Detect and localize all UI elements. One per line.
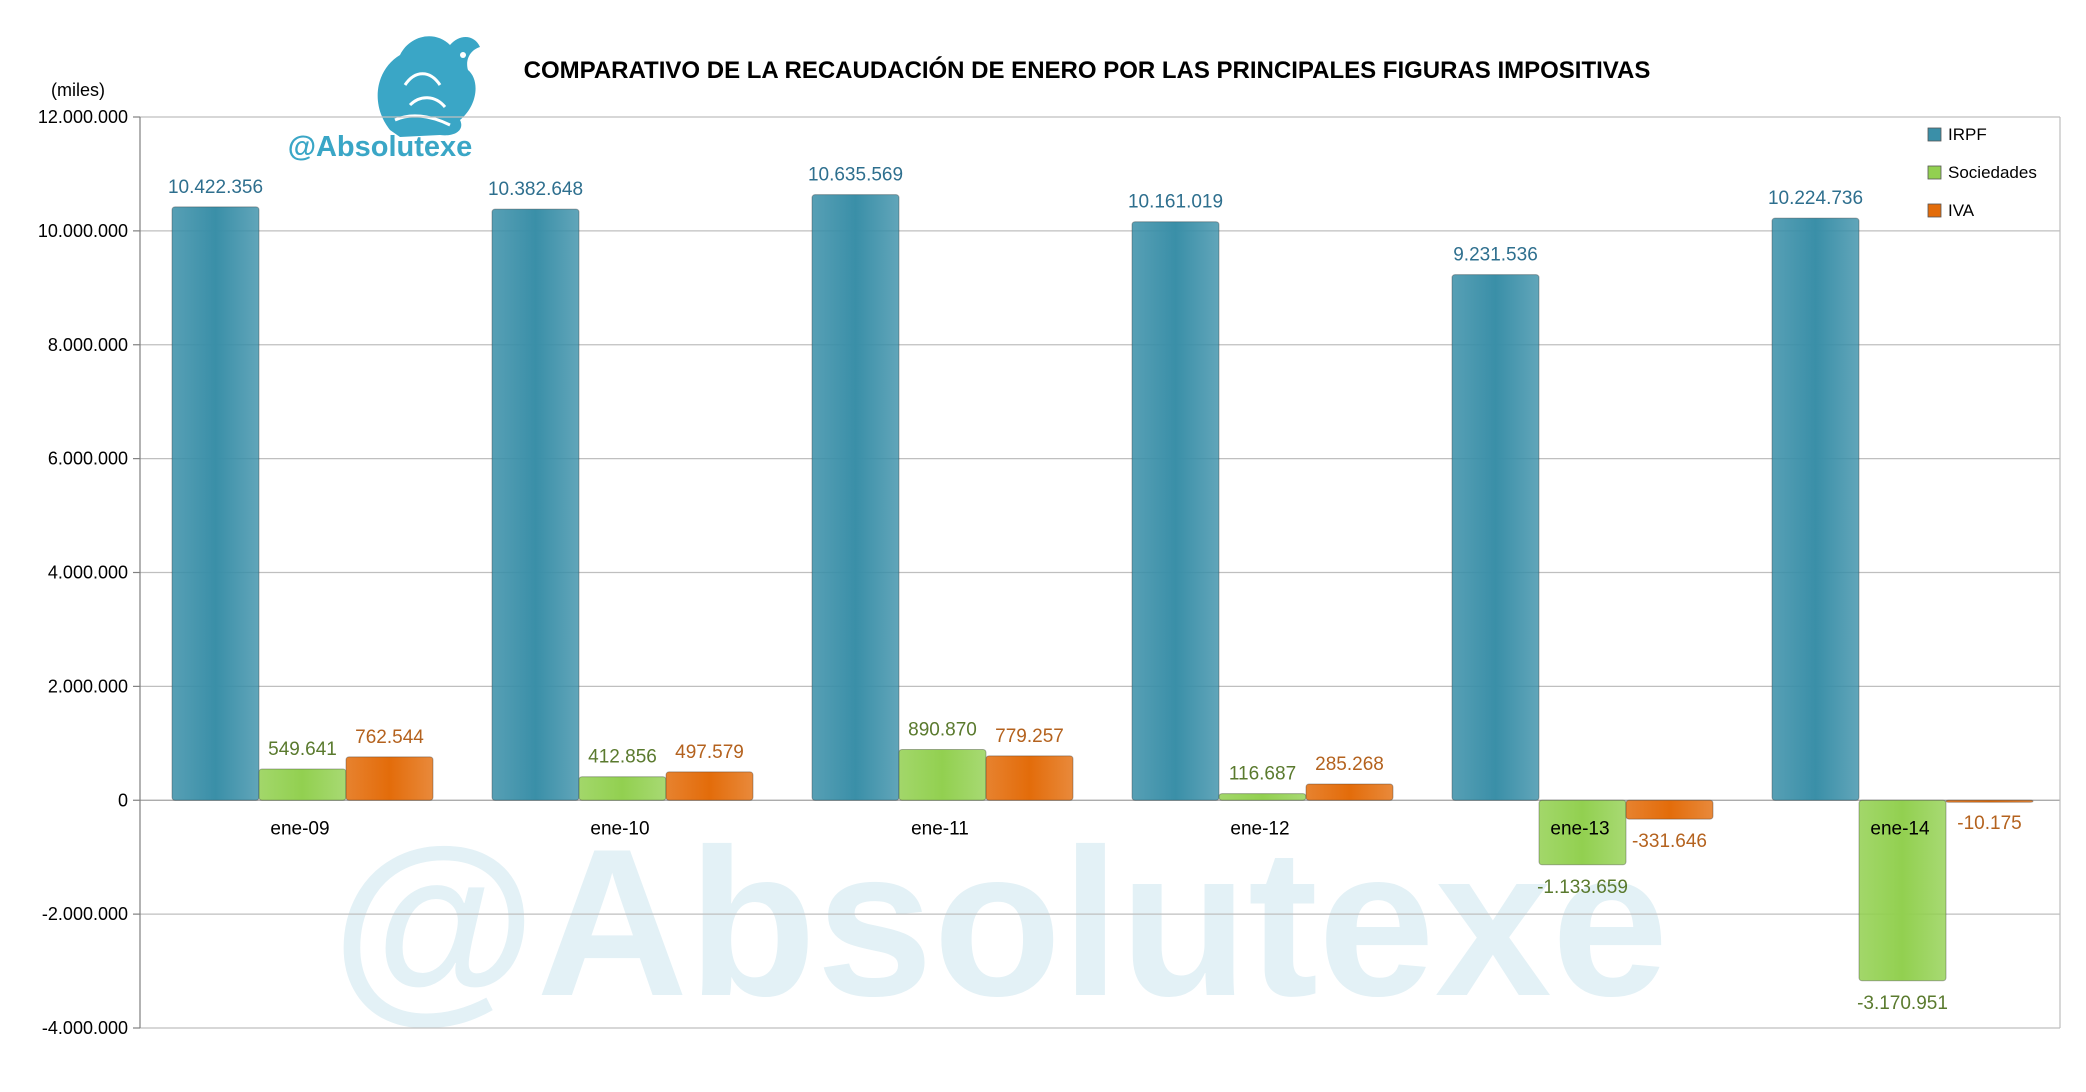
data-label: -1.133.659 xyxy=(1537,877,1628,898)
x-tick-label: ene-12 xyxy=(1230,818,1289,839)
bar-irpf-ene-12 xyxy=(1131,221,1220,801)
legend-swatch xyxy=(1927,127,1942,142)
legend-label: IRPF xyxy=(1948,125,1987,144)
data-label: 497.579 xyxy=(675,742,744,763)
data-label: -331.646 xyxy=(1632,831,1707,852)
y-tick-label: 12.000.000 xyxy=(38,107,128,127)
data-label: 779.257 xyxy=(995,726,1064,747)
legend-label: IVA xyxy=(1948,201,1975,220)
bar-iva-ene-12 xyxy=(1305,783,1394,801)
y-axis-ticks: 12.000.000 10.000.000 8.000.000 6.000.000 4.… xyxy=(38,107,128,1038)
watermark-text: @Absolutexe xyxy=(332,805,1669,1040)
data-label: 549.641 xyxy=(268,739,337,760)
bar-irpf-ene-14 xyxy=(1771,217,1860,801)
bar-sociedades-ene-09 xyxy=(258,768,347,801)
legend-swatch xyxy=(1927,203,1942,218)
x-tick-label: ene-09 xyxy=(270,818,329,839)
brand-handle: @Absolutexe xyxy=(288,131,473,163)
data-label: 10.422.356 xyxy=(168,177,263,198)
bar-irpf-ene-09 xyxy=(171,206,260,801)
x-tick-label: ene-13 xyxy=(1550,818,1609,839)
bar-iva-ene-13 xyxy=(1625,799,1714,820)
legend: IRPF Sociedades IVA xyxy=(1927,125,2037,220)
data-label: 10.382.648 xyxy=(488,179,583,200)
x-axis-labels: ene-09 ene-10 ene-11 ene-12 ene-13 ene-14 xyxy=(270,818,1930,839)
legend-swatch xyxy=(1927,165,1942,180)
y-tick-label: 4.000.000 xyxy=(48,563,128,583)
bar-iva-ene-10 xyxy=(665,771,754,801)
data-label: 9.231.536 xyxy=(1453,245,1538,266)
data-label: 10.224.736 xyxy=(1768,188,1863,209)
bar-irpf-ene-11 xyxy=(811,194,900,801)
bars xyxy=(171,194,2034,982)
chart-title: COMPARATIVO DE LA RECAUDACIÓN DE ENERO P… xyxy=(524,56,1651,84)
data-label: 116.687 xyxy=(1229,764,1296,785)
bar-iva-ene-11 xyxy=(985,755,1074,801)
y-tick-label: -4.000.000 xyxy=(42,1018,128,1038)
data-labels: 10.422.356 549.641 762.544 10.382.648 412.85… xyxy=(168,165,2022,1014)
bar-sociedades-ene-14 xyxy=(1858,799,1947,982)
x-tick-label: ene-14 xyxy=(1870,818,1930,839)
data-label: 762.544 xyxy=(355,727,424,748)
bar-iva-ene-14 xyxy=(1945,799,2034,803)
y-tick-label: 2.000.000 xyxy=(48,676,128,696)
y-tick-label: 0 xyxy=(118,790,128,810)
bar-sociedades-ene-13 xyxy=(1538,799,1627,866)
data-label: 412.856 xyxy=(588,747,657,768)
data-label: 10.635.569 xyxy=(808,165,903,186)
data-label: -3.170.951 xyxy=(1857,993,1948,1014)
bar-sociedades-ene-10 xyxy=(578,776,667,801)
legend-label: Sociedades xyxy=(1948,163,2037,182)
griffin-logo-icon xyxy=(377,36,480,137)
y-tick-label: -2.000.000 xyxy=(42,904,128,924)
y-tick-label: 8.000.000 xyxy=(48,335,128,355)
x-tick-label: ene-10 xyxy=(590,818,649,839)
y-tick-label: 6.000.000 xyxy=(48,449,128,469)
bar-iva-ene-09 xyxy=(345,756,434,801)
bar-irpf-ene-13 xyxy=(1451,274,1540,801)
gridlines xyxy=(133,116,2061,1029)
bar-sociedades-ene-12 xyxy=(1218,793,1307,801)
data-label: -10.175 xyxy=(1957,813,2021,834)
bar-irpf-ene-10 xyxy=(491,208,580,801)
data-label: 890.870 xyxy=(908,720,977,741)
data-label: 10.161.019 xyxy=(1128,192,1223,213)
data-label: 285.268 xyxy=(1315,754,1384,775)
x-tick-label: ene-11 xyxy=(911,818,969,839)
y-tick-label: 10.000.000 xyxy=(38,221,128,241)
y-axis-unit-label: (miles) xyxy=(51,80,105,100)
bar-sociedades-ene-11 xyxy=(898,749,987,801)
